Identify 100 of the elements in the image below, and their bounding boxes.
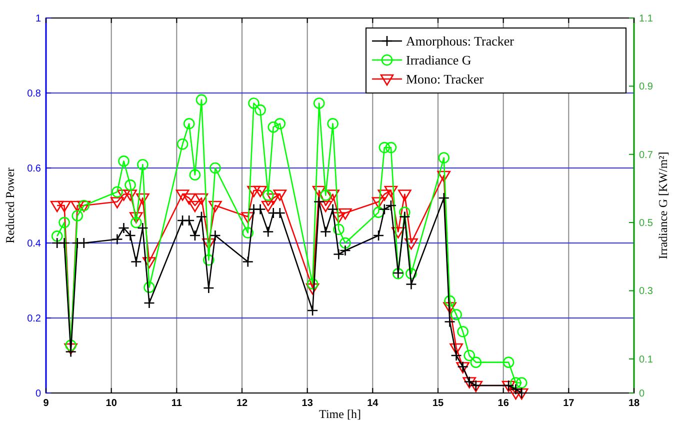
point xyxy=(247,186,260,198)
point xyxy=(510,377,522,388)
point xyxy=(112,234,123,245)
point xyxy=(189,230,201,242)
point xyxy=(450,350,462,362)
legend-label: Irradiance G xyxy=(406,52,472,68)
point xyxy=(241,212,255,224)
y2-tick-label: 0.9 xyxy=(639,82,654,93)
point xyxy=(72,210,84,222)
point xyxy=(124,179,136,191)
point xyxy=(320,226,332,238)
point xyxy=(327,204,338,215)
point xyxy=(438,192,450,204)
point xyxy=(136,193,150,205)
point xyxy=(273,190,287,201)
point xyxy=(268,121,280,133)
y-tick-label: 0 xyxy=(35,388,42,400)
point xyxy=(406,268,417,280)
y2-tick-label: 0 xyxy=(639,388,645,400)
x-tick-label: 10 xyxy=(106,398,118,409)
y-axis-title: Reduced Power xyxy=(3,168,17,244)
point xyxy=(183,118,195,130)
point xyxy=(340,244,351,256)
point xyxy=(274,118,286,130)
x-tick-label: 16 xyxy=(498,398,510,409)
point xyxy=(437,170,451,182)
point xyxy=(443,302,456,314)
x-tick-label: 11 xyxy=(171,398,182,409)
point xyxy=(457,326,468,338)
point xyxy=(254,104,266,116)
point xyxy=(189,169,201,180)
legend-label: Mono: Tracker xyxy=(406,72,484,86)
point xyxy=(130,216,142,228)
point xyxy=(70,200,84,212)
y-tick-label: 0.4 xyxy=(27,238,42,250)
point xyxy=(261,200,275,212)
y2-tick-label: 0.7 xyxy=(639,150,654,161)
point xyxy=(203,254,214,266)
point xyxy=(378,204,390,215)
point xyxy=(274,207,286,219)
point xyxy=(399,206,410,218)
x-tick-label: 14 xyxy=(367,398,379,409)
point xyxy=(320,190,332,201)
point xyxy=(196,211,208,222)
point xyxy=(130,256,142,268)
point xyxy=(254,186,267,198)
x-tick-label: 15 xyxy=(432,398,444,409)
point xyxy=(183,214,195,226)
point xyxy=(210,230,221,242)
y2-tick-label: 0.5 xyxy=(639,218,654,230)
y-tick-label: 0.2 xyxy=(27,314,42,324)
point xyxy=(385,200,397,212)
point xyxy=(464,350,476,362)
point xyxy=(208,200,222,212)
point xyxy=(112,186,123,198)
point xyxy=(196,94,208,106)
point xyxy=(51,230,63,242)
point xyxy=(188,200,202,212)
point xyxy=(438,152,450,164)
point xyxy=(262,226,274,238)
point xyxy=(242,227,254,238)
point xyxy=(450,308,462,320)
point xyxy=(406,278,417,290)
point xyxy=(378,142,390,154)
point xyxy=(137,158,148,170)
x-tick-label: 9 xyxy=(43,398,50,409)
point xyxy=(372,197,386,208)
point xyxy=(137,222,148,234)
point xyxy=(450,343,463,355)
point xyxy=(502,356,514,368)
point xyxy=(470,356,482,368)
x-tick-label: 12 xyxy=(236,398,248,409)
y-tick-label: 1 xyxy=(35,14,42,24)
point xyxy=(516,377,528,388)
y2-axis-title: Irradiance G [KW/m²] xyxy=(656,152,670,260)
point xyxy=(385,142,397,154)
point xyxy=(194,193,208,205)
y2-tick-label: 1.1 xyxy=(639,14,654,24)
point xyxy=(327,118,338,130)
point xyxy=(372,206,384,218)
point xyxy=(182,193,196,205)
point xyxy=(142,257,156,268)
point xyxy=(333,224,344,236)
point xyxy=(117,190,130,201)
point xyxy=(118,156,130,167)
point xyxy=(313,98,325,109)
point xyxy=(326,190,340,201)
legend-label: Amorphous: Tracker xyxy=(406,34,515,48)
point xyxy=(110,197,124,208)
x-axis-title: Time [h] xyxy=(319,407,361,421)
point xyxy=(50,200,64,212)
x-tick-label: 18 xyxy=(628,398,640,409)
point xyxy=(306,283,320,295)
point xyxy=(378,190,392,201)
x-tick-label: 17 xyxy=(563,398,575,409)
point xyxy=(210,162,221,174)
y-tick-label: 0.6 xyxy=(27,164,42,174)
point xyxy=(318,200,332,212)
point xyxy=(266,193,280,205)
point xyxy=(444,316,456,328)
